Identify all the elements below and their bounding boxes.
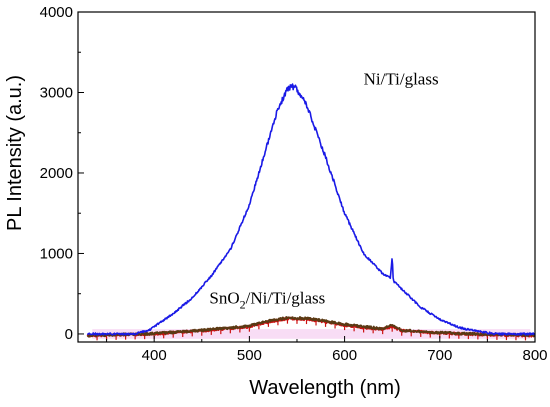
baseline-band: [92, 329, 531, 339]
plot-frame: [77, 11, 536, 343]
x-tick-label: 600: [332, 347, 357, 364]
y-tick-label: 4000: [40, 4, 73, 21]
series-line-sno2-brown: [86, 316, 536, 338]
x-axis-title: Wavelength (nm): [249, 377, 401, 399]
x-tick-label: 500: [237, 347, 262, 364]
plot-area-layer: [92, 329, 531, 339]
annotation-sno2-rest: /Ni/Ti/glass: [246, 288, 326, 307]
y-tick-label: 1000: [40, 245, 73, 262]
annotation-sno2-ni-ti-glass: SnO2/Ni/Ti/glass: [209, 288, 325, 311]
x-tick-label: 800: [522, 347, 547, 364]
x-tick-label: 400: [142, 347, 167, 364]
annotation-ni-ti-glass: Ni/Ti/glass: [364, 69, 439, 88]
x-tick-label: 700: [427, 347, 452, 364]
ticks-layer: 400 500 600 700 800 0 1000 2000 3000 4000: [40, 4, 548, 364]
y-tick-label: 0: [65, 326, 73, 343]
y-tick-label: 2000: [40, 165, 73, 182]
y-axis-title: PL Intensity (a.u.): [4, 75, 26, 231]
series-layer: [86, 83, 536, 341]
y-tick-label: 3000: [40, 84, 73, 101]
annotation-sno2-subscript: 2: [240, 297, 246, 311]
series-line-ni-ti-glass: [86, 83, 536, 336]
annotation-sno2-main: SnO: [209, 288, 239, 307]
